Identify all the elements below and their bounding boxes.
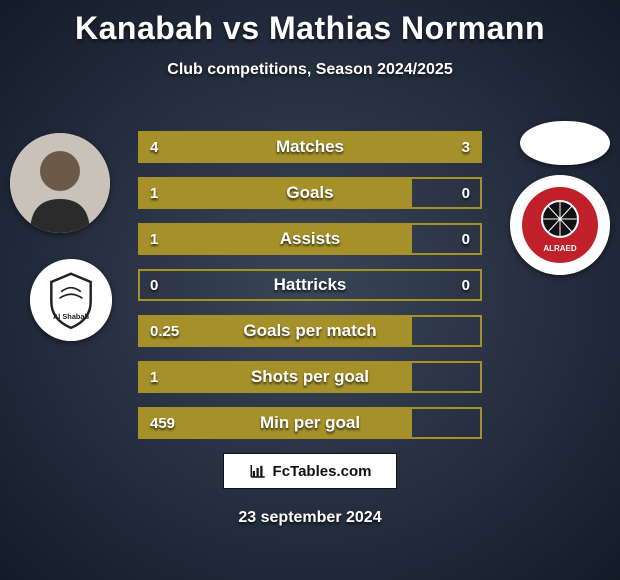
page-title: Kanabah vs Mathias Normann bbox=[0, 0, 620, 47]
stat-row: 0Hattricks0 bbox=[138, 269, 482, 301]
stat-row: 1Assists0 bbox=[138, 223, 482, 255]
stat-row: 0.25Goals per match bbox=[138, 315, 482, 347]
stat-bars: 4Matches31Goals01Assists00Hattricks00.25… bbox=[138, 131, 482, 439]
player2-photo bbox=[520, 121, 610, 165]
stat-value-right: 0 bbox=[462, 179, 470, 207]
subtitle: Club competitions, Season 2024/2025 bbox=[0, 61, 620, 79]
stat-fill-left bbox=[140, 409, 412, 437]
stat-value-right: 0 bbox=[462, 225, 470, 253]
stat-row: 4Matches3 bbox=[138, 131, 482, 163]
svg-text:ALRAED: ALRAED bbox=[543, 244, 577, 253]
stat-fill-left bbox=[140, 225, 412, 253]
player1-photo bbox=[10, 133, 110, 233]
player2-club-logo: ALRAED bbox=[510, 175, 610, 275]
stat-row: 459Min per goal bbox=[138, 407, 482, 439]
person-silhouette-icon bbox=[10, 133, 110, 233]
brand-label: FcTables.com bbox=[273, 463, 372, 480]
bar-chart-icon bbox=[249, 462, 267, 480]
stat-row: 1Goals0 bbox=[138, 177, 482, 209]
stat-row: 1Shots per goal bbox=[138, 361, 482, 393]
stat-fill-left bbox=[140, 317, 412, 345]
player1-club-logo: Al Shabab bbox=[30, 259, 112, 341]
stat-label: Hattricks bbox=[140, 271, 480, 299]
stat-fill-right bbox=[334, 133, 480, 161]
comparison-panel: Al Shabab ALRAED 4Matches3 1Goals0 1Assist… bbox=[0, 107, 620, 427]
brand-chip: FcTables.com bbox=[223, 453, 397, 489]
stat-value-right: 0 bbox=[462, 271, 470, 299]
stat-fill-left bbox=[140, 133, 334, 161]
date-label: 23 september 2024 bbox=[0, 509, 620, 527]
stat-fill-left bbox=[140, 363, 412, 391]
svg-text:Al Shabab: Al Shabab bbox=[53, 312, 90, 321]
club-crest-icon: ALRAED bbox=[510, 175, 610, 275]
stat-fill-left bbox=[140, 179, 412, 207]
club-crest-icon: Al Shabab bbox=[30, 259, 112, 341]
stat-value-left: 0 bbox=[150, 271, 158, 299]
